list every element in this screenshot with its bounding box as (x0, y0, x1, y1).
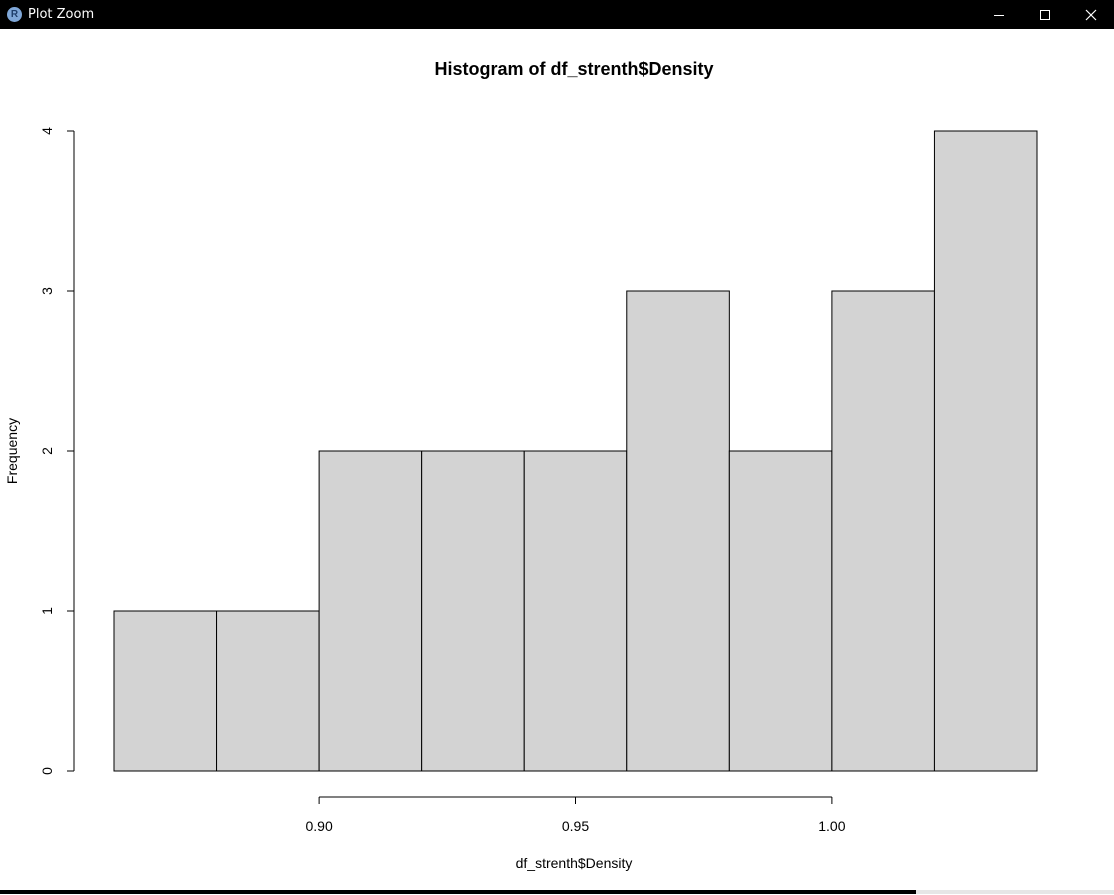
minimize-button[interactable] (976, 0, 1022, 29)
x-tick-label: 0.90 (305, 818, 332, 834)
y-tick-label: 1 (39, 607, 55, 615)
histogram-bar (523, 450, 628, 772)
histogram-bar (113, 610, 218, 772)
y-axis: 0 1 2 3 4 (39, 127, 75, 775)
y-tick-label: 4 (39, 127, 55, 135)
y-tick-label: 3 (39, 287, 55, 295)
bottom-edge (0, 890, 1114, 894)
histogram-bars (113, 130, 1038, 772)
histogram-bar (421, 450, 525, 772)
histogram-bar (933, 130, 1038, 772)
window-title: Plot Zoom (28, 7, 95, 22)
y-tick-label: 0 (39, 767, 55, 775)
histogram-chart: Histogram of df_strenth$Density 0 1 2 3 4 0.… (4, 59, 1038, 871)
x-tick-label: 1.00 (818, 818, 845, 834)
y-axis-label: Frequency (4, 418, 20, 484)
maximize-button[interactable] (1022, 0, 1068, 29)
maximize-icon (1040, 9, 1050, 20)
histogram-bar (318, 450, 423, 772)
plot-area: Histogram of df_strenth$Density 0 1 2 3 4 0.… (0, 29, 1114, 890)
r-app-icon: R (7, 7, 22, 22)
chart-title: Histogram of df_strenth$Density (434, 59, 713, 79)
x-axis-label: df_strenth$Density (516, 855, 633, 871)
x-tick-label: 0.95 (562, 818, 589, 834)
x-axis: 0.90 0.95 1.00 (305, 796, 846, 834)
close-button[interactable] (1068, 0, 1114, 29)
histogram-bar (831, 290, 935, 772)
histogram-bar (728, 450, 833, 772)
close-icon (1085, 9, 1097, 20)
window-titlebar: R Plot Zoom (0, 0, 1114, 29)
histogram-bar (626, 290, 730, 772)
minimize-icon (994, 14, 1004, 16)
bottom-edge-highlight (916, 890, 1114, 894)
y-tick-label: 2 (39, 447, 55, 455)
histogram-bar (216, 610, 320, 772)
